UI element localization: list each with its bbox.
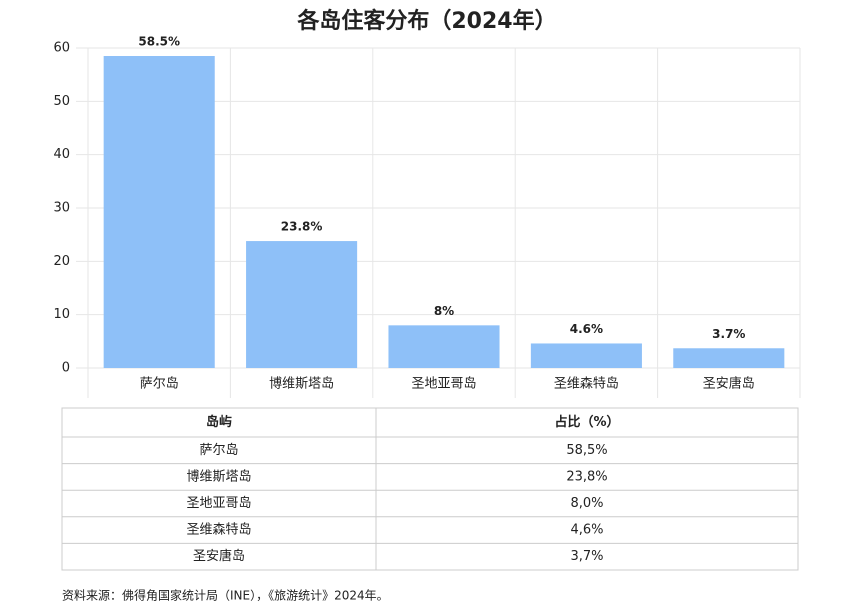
y-tick-label: 50 xyxy=(53,94,70,109)
chart-title: 各岛住客分布（2024年） xyxy=(296,8,556,34)
bar xyxy=(530,343,642,368)
y-tick-label: 30 xyxy=(53,201,70,216)
table-header: 岛屿 xyxy=(206,414,232,430)
bar xyxy=(103,56,215,368)
source-note: 资料来源：佛得角国家统计局（INE），《旅游统计》2024年。 xyxy=(62,588,389,603)
table-cell: 圣地亚哥岛 xyxy=(186,495,251,511)
y-tick-label: 20 xyxy=(53,254,70,269)
table-frame xyxy=(61,407,799,571)
y-tick-label: 10 xyxy=(53,307,70,322)
table-cell: 3,7% xyxy=(570,549,603,564)
table-cell: 58,5% xyxy=(566,443,607,458)
value-label: 4.6% xyxy=(570,322,603,336)
x-tick-label: 圣维森特岛 xyxy=(554,376,619,392)
table-header: 占比（%） xyxy=(554,414,619,430)
x-tick-label: 博维斯塔岛 xyxy=(269,376,334,392)
bar xyxy=(673,348,785,368)
table-cell: 圣维森特岛 xyxy=(186,522,251,538)
x-tick-label: 圣地亚哥岛 xyxy=(411,376,476,392)
y-tick-label: 60 xyxy=(53,41,70,56)
table-cell: 博维斯塔岛 xyxy=(186,468,251,484)
table-cell: 8,0% xyxy=(570,496,603,511)
table-cell: 4,6% xyxy=(570,523,603,538)
value-label: 58.5% xyxy=(138,35,180,49)
y-tick-label: 0 xyxy=(62,361,70,376)
value-label: 23.8% xyxy=(281,220,323,234)
bar xyxy=(388,325,500,368)
value-label: 8% xyxy=(434,304,454,318)
y-tick-label: 40 xyxy=(53,147,70,162)
table-cell: 23,8% xyxy=(566,469,607,484)
x-tick-label: 萨尔岛 xyxy=(140,376,179,392)
table-cell: 萨尔岛 xyxy=(199,442,238,458)
table-cell: 圣安唐岛 xyxy=(193,548,245,564)
bar xyxy=(246,241,358,368)
value-label: 3.7% xyxy=(712,327,745,341)
x-tick-label: 圣安唐岛 xyxy=(703,376,755,392)
